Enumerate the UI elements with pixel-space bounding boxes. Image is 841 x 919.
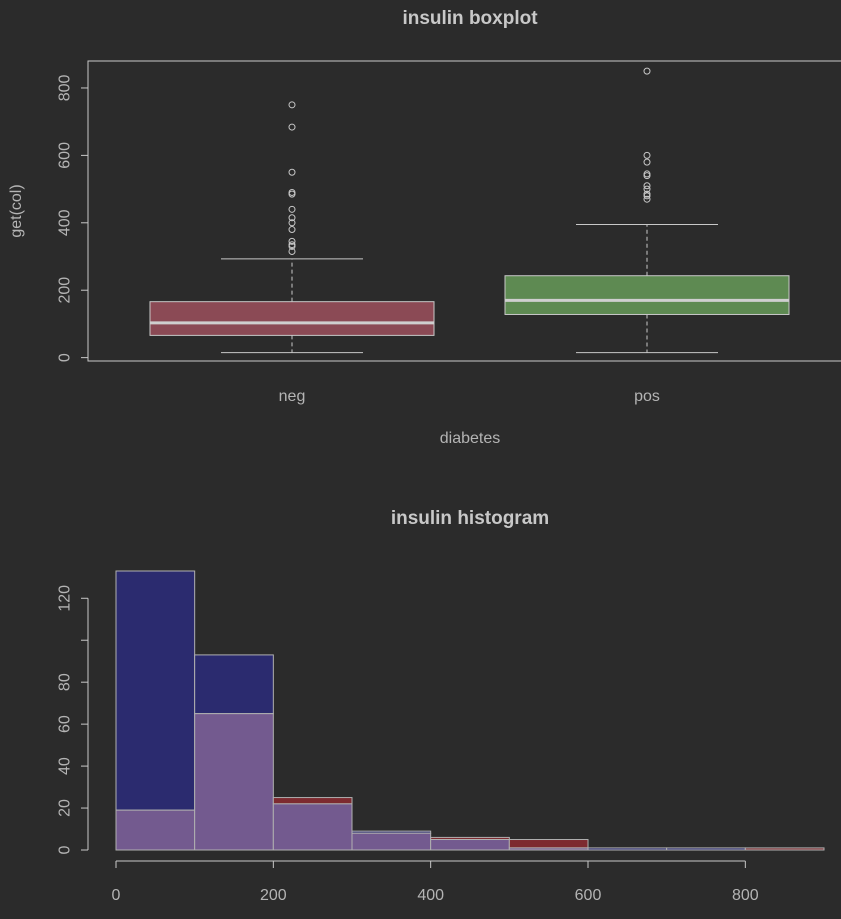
outlier-point [288, 123, 296, 131]
outlier-point [288, 190, 296, 198]
outlier-point [643, 195, 651, 203]
histogram-bin [587, 847, 668, 851]
histogram-bar-excess [194, 654, 274, 715]
boxplot-panel: insulin boxplot 0 200 400 600 800 neg pos dia… [8, 8, 841, 447]
histogram-y-tick-label: 120 [57, 585, 74, 612]
histogram-y-tick-label: 60 [57, 715, 74, 733]
boxplot-frame [87, 60, 841, 362]
outlier-point [288, 214, 296, 222]
outlier-point [643, 67, 651, 75]
outlier-point [643, 192, 651, 200]
histogram-bar-overlap [272, 803, 353, 851]
histogram-bin [430, 836, 510, 851]
histogram-bin [194, 654, 274, 851]
boxplot-y-label: get(col) [8, 184, 25, 237]
outlier-point [288, 226, 296, 234]
histogram-bar-overlap [430, 839, 510, 851]
outlier-point [643, 182, 651, 190]
histogram-y-tick-label: 0 [57, 845, 74, 854]
boxplot-y-tick-label: 0 [57, 353, 74, 362]
boxplot-x-axis: neg pos [279, 388, 660, 405]
boxplot-x-label: diabetes [440, 430, 501, 447]
histogram-x-tick-label: 400 [417, 887, 444, 904]
histogram-bin [351, 830, 432, 851]
histogram-y-tick-label: 80 [57, 673, 74, 691]
boxplot-marks [149, 67, 790, 354]
outlier-point [288, 242, 296, 250]
histogram-x-tick-label: 600 [575, 887, 602, 904]
histogram-bar-excess [508, 839, 589, 849]
outlier-point [643, 151, 651, 159]
outlier-point [643, 158, 651, 166]
histogram-x-axis: 0 200 400 600 800 [112, 860, 759, 904]
histogram-bin [115, 570, 196, 851]
box-pos [504, 67, 790, 354]
boxplot-y-tick-label: 600 [57, 142, 74, 169]
histogram-bin [508, 839, 589, 851]
histogram-y-tick-label: 20 [57, 799, 74, 817]
outlier-point [288, 247, 296, 255]
boxplot-x-tick-label: neg [279, 388, 306, 405]
histogram-title: insulin histogram [391, 508, 549, 529]
histogram-bar-excess [272, 797, 353, 805]
histogram-y-axis: 0 20 40 60 80 120 [57, 585, 89, 854]
box-iqr [504, 275, 790, 315]
boxplot-y-tick-label: 200 [57, 277, 74, 304]
histogram-bar-excess [666, 847, 746, 851]
boxplot-y-tick-label: 400 [57, 209, 74, 236]
boxplot-y-tick-label: 800 [57, 75, 74, 102]
histogram-bar-overlap [351, 832, 432, 851]
outlier-point [288, 168, 296, 176]
outlier-point [643, 185, 651, 193]
histogram-bars [115, 570, 825, 851]
boxplot-y-axis: 0 200 400 600 800 [57, 75, 88, 362]
histogram-bin [272, 797, 353, 851]
histogram-bar-overlap [115, 809, 196, 851]
histogram-x-tick-label: 800 [732, 887, 759, 904]
outlier-point [288, 101, 296, 109]
outlier-point [288, 205, 296, 213]
outlier-point [288, 219, 296, 227]
outlier-point [288, 237, 296, 245]
histogram-bin [744, 847, 825, 851]
histogram-bar-excess [744, 847, 825, 851]
histogram-bar-overlap [508, 847, 589, 851]
outlier-point [643, 172, 651, 180]
histogram-panel: insulin histogram 0 20 40 60 80 120 0 200 400 60… [57, 508, 825, 904]
box-neg [149, 101, 435, 354]
boxplot-x-tick-label: pos [634, 388, 660, 405]
histogram-bar-overlap [194, 713, 274, 851]
histogram-bin [666, 847, 746, 851]
histogram-y-tick-label: 40 [57, 757, 74, 775]
histogram-bar-excess [587, 847, 668, 851]
box-iqr [149, 301, 435, 336]
boxplot-title: insulin boxplot [402, 8, 538, 29]
histogram-x-tick-label: 200 [260, 887, 287, 904]
histogram-bar-excess [115, 570, 196, 811]
histogram-x-tick-label: 0 [112, 887, 121, 904]
